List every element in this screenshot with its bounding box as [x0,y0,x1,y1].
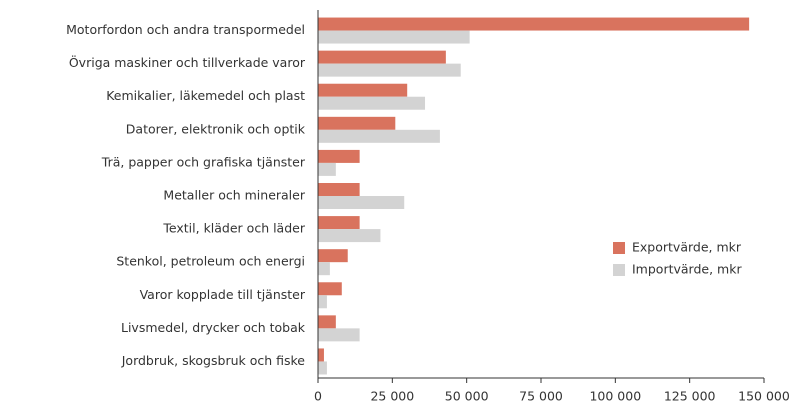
y-tick-label: Datorer, elektronik och optik [126,121,306,136]
y-tick-label: Övriga maskiner och tillverkade varor [69,54,306,70]
bar [318,116,396,130]
bar [318,83,408,97]
y-tick-label: Kemikalier, läkemedel och plast [106,88,305,103]
legend-swatch [613,264,625,276]
bar [318,229,381,243]
bar [318,249,348,263]
x-tick-label: 150 000 [738,389,790,404]
bar [318,315,336,329]
y-tick-label: Textil, kläder och läder [162,221,305,236]
bar [318,63,461,77]
x-tick-label: 100 000 [589,389,641,404]
bar [318,328,360,342]
legend-label: Importvärde, mkr [632,262,742,277]
bar [318,50,446,64]
x-tick-label: 50 000 [445,389,489,404]
x-tick-label: 25 000 [370,389,414,404]
bar [318,96,426,110]
y-tick-label: Motorfordon och andra transpormedel [66,22,305,37]
bar [318,216,360,230]
y-tick-label: Varor kopplade till tjänster [140,287,306,302]
y-tick-label: Livsmedel, drycker och tobak [121,320,306,335]
x-tick-label: 0 [314,389,322,404]
bar [318,129,440,143]
bar [318,348,324,362]
legend-label: Exportvärde, mkr [632,240,742,255]
bar [318,262,330,276]
y-tick-label: Metaller och mineraler [163,188,305,203]
legend-swatch [613,242,625,254]
bar [318,361,327,375]
bar [318,17,750,31]
bar [318,183,360,196]
bar [318,295,327,309]
bar [318,162,336,176]
y-tick-label: Jordbruk, skogsbruk och fiske [121,353,306,368]
bar [318,30,470,44]
x-tick-label: 125 000 [664,389,716,404]
bar [318,196,405,209]
y-tick-label: Stenkol, petroleum och energi [116,254,305,269]
y-tick-label: Trä, papper och grafiska tjänster [101,154,306,169]
bar [318,149,360,163]
x-tick-label: 75 000 [519,389,563,404]
bar [318,282,342,296]
